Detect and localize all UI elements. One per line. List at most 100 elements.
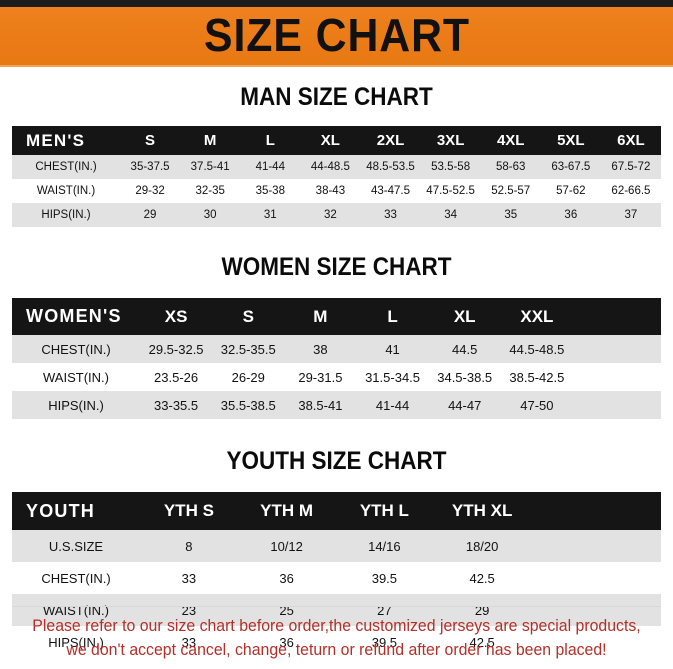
women-waist-xxl: 38.5-42.5 <box>509 369 565 385</box>
youth-hips-l: 39.5 <box>371 634 398 650</box>
page-title: SIZE CHART <box>203 9 470 61</box>
youth-size-table: YOUTH YTH S YTH M YTH L YTH XL U.S.SIZE … <box>12 492 661 658</box>
women-size-table: WOMEN'S XS S M L XL XXL CHEST(IN.) 29.5-… <box>12 298 661 419</box>
youth-header-size-xl: YTH XL <box>451 501 513 520</box>
youth-chest-m: 36 <box>279 570 294 586</box>
women-waist-m: 29-31.5 <box>298 369 343 385</box>
youth-chest-xl: 42.5 <box>469 570 495 586</box>
women-hips-spacer <box>573 391 661 419</box>
women-header-spacer <box>573 298 661 335</box>
women-hips-xl: 44-47 <box>448 397 482 413</box>
man-hips-3xl: 34 <box>444 209 457 221</box>
women-chest-xl: 44.5 <box>452 341 478 357</box>
man-waist-l: 35-38 <box>255 185 285 197</box>
man-chest-s: 35-37.5 <box>130 161 170 173</box>
women-header-size-xs: XS <box>164 306 188 326</box>
man-waist-xl: 38-43 <box>315 185 346 197</box>
man-header-size-6xl: 6XL <box>617 132 645 149</box>
women-header-size-s: S <box>242 306 254 326</box>
table-row: CHEST(IN.) 33 36 39.5 42.5 <box>12 562 661 594</box>
youth-header-row-label: YOUTH <box>26 500 95 521</box>
youth-table-header-row: YOUTH YTH S YTH M YTH L YTH XL <box>12 492 661 530</box>
women-hips-m: 38.5-41 <box>298 397 343 413</box>
youth-header-size-m: YTH M <box>260 501 314 520</box>
man-header-size-3xl: 3XL <box>436 132 465 149</box>
youth-header-size-s: YTH S <box>163 501 214 520</box>
table-row: CHEST(IN.) 35-37.5 37.5-41 41-44 44-48.5… <box>12 155 661 179</box>
youth-hips-xl: 42.5 <box>469 634 495 650</box>
women-table-wrapper: WOMEN'S XS S M L XL XXL CHEST(IN.) 29.5-… <box>12 298 661 419</box>
man-row-label-waist: WAIST(IN.) <box>36 185 96 197</box>
man-chest-2xl: 48.5-53.5 <box>366 161 415 173</box>
man-chest-3xl: 53.5-58 <box>431 161 471 173</box>
man-header-size-s: S <box>145 132 156 149</box>
man-chest-xl: 44-48.5 <box>310 161 350 173</box>
man-chest-5xl: 63-67.5 <box>551 161 591 173</box>
man-header-size-2xl: 2XL <box>376 132 405 149</box>
table-row: HIPS(IN.) 33 36 39.5 42.5 <box>12 626 661 658</box>
women-chest-spacer <box>573 335 661 363</box>
women-header-size-xl: XL <box>453 306 476 326</box>
man-header-size-m: M <box>203 132 217 149</box>
man-waist-2xl: 43-47.5 <box>370 185 410 197</box>
man-section-title: MAN SIZE CHART <box>240 83 433 111</box>
youth-row-label-us-size: U.S.SIZE <box>48 538 104 554</box>
youth-table-wrapper: YOUTH YTH S YTH M YTH L YTH XL U.S.SIZE … <box>12 492 661 658</box>
table-row: HIPS(IN.) 29 30 31 32 33 34 35 36 37 <box>12 203 661 227</box>
youth-header-spacer <box>531 492 661 530</box>
youth-chest-l: 39.5 <box>371 570 398 586</box>
youth-us-size-spacer <box>531 530 661 562</box>
man-hips-5xl: 36 <box>564 209 578 221</box>
page-banner: SIZE CHART <box>0 7 673 67</box>
man-header-size-5xl: 5XL <box>557 132 585 149</box>
women-header-size-m: M <box>313 306 328 326</box>
table-row: WAIST(IN.) 29-32 32-35 35-38 38-43 43-47… <box>12 179 661 203</box>
man-hips-6xl: 37 <box>624 209 638 221</box>
man-chest-m: 37.5-41 <box>190 161 230 173</box>
women-waist-xs: 23.5-26 <box>154 369 199 385</box>
table-row: HIPS(IN.) 33-35.5 35.5-38.5 38.5-41 41-4… <box>12 391 661 419</box>
footer-disclaimer-line-1: Please refer to our size chart before or… <box>32 617 641 636</box>
table-row: CHEST(IN.) 29.5-32.5 32.5-35.5 38 41 44.… <box>12 335 661 363</box>
man-header-size-xl: XL <box>320 132 340 149</box>
top-dark-strip <box>0 0 673 7</box>
man-hips-4xl: 35 <box>504 209 518 221</box>
youth-us-size-s: 8 <box>185 538 193 554</box>
women-header-size-xxl: XXL <box>520 306 554 326</box>
women-waist-xl: 34.5-38.5 <box>437 369 493 385</box>
youth-us-size-xl: 18/20 <box>465 538 499 554</box>
women-row-label-waist: WAIST(IN.) <box>43 369 109 385</box>
women-row-label-hips: HIPS(IN.) <box>48 397 104 413</box>
women-table-header-row: WOMEN'S XS S M L XL XXL <box>12 298 661 335</box>
footer-disclaimer: Please refer to our size chart before or… <box>13 615 659 663</box>
youth-us-size-l: 14/16 <box>368 538 401 554</box>
man-header-size-l: L <box>265 132 275 149</box>
table-row: U.S.SIZE 8 10/12 14/16 18/20 <box>12 530 661 562</box>
women-section-title: WOMEN SIZE CHART <box>221 253 452 281</box>
women-header-row-label: WOMEN'S <box>26 306 122 326</box>
youth-chest-spacer <box>531 562 661 594</box>
women-waist-s: 26-29 <box>231 369 265 385</box>
man-waist-s: 29-32 <box>135 185 165 197</box>
man-header-size-4xl: 4XL <box>496 132 525 149</box>
women-row-label-chest: CHEST(IN.) <box>41 341 111 357</box>
man-waist-6xl: 62-66.5 <box>611 185 651 197</box>
youth-hips-s: 33 <box>181 634 197 650</box>
footer-divider <box>12 606 661 607</box>
youth-header-size-l: YTH L <box>359 501 409 520</box>
man-waist-m: 32-35 <box>195 185 225 197</box>
man-waist-4xl: 52.5-57 <box>491 185 531 197</box>
women-chest-xs: 29.5-32.5 <box>148 341 204 357</box>
youth-row-label-hips: HIPS(IN.) <box>48 634 104 650</box>
women-hips-xs: 33-35.5 <box>154 397 199 413</box>
man-chest-4xl: 58-63 <box>496 161 526 173</box>
youth-us-size-m: 10/12 <box>270 538 303 554</box>
youth-hips-m: 36 <box>279 634 294 650</box>
footer-disclaimer-line-2: we don't accept cancel, change, teturn o… <box>66 641 607 660</box>
man-chest-l: 41-44 <box>255 161 285 173</box>
youth-chest-s: 33 <box>181 570 197 586</box>
women-waist-spacer <box>573 363 661 391</box>
women-hips-xxl: 47-50 <box>520 397 554 413</box>
man-hips-m: 30 <box>203 209 217 221</box>
man-row-label-hips: HIPS(IN.) <box>41 209 91 221</box>
